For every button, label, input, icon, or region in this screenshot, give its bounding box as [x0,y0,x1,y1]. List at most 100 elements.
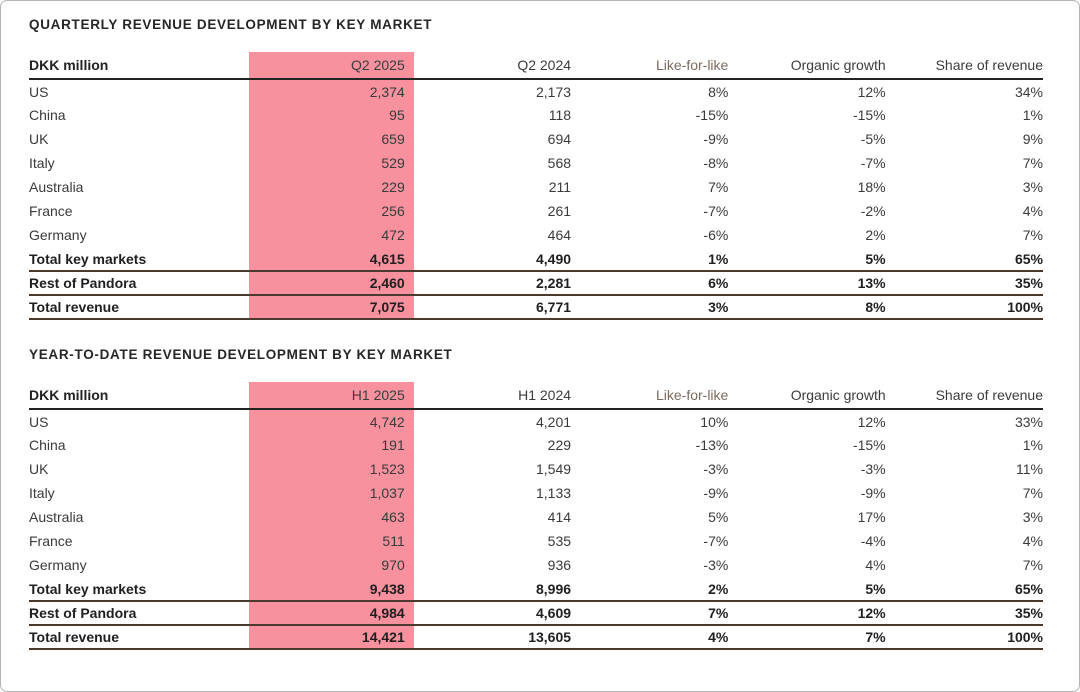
column-header: Like-for-like [571,52,729,80]
cell-value: 659 [249,127,414,151]
cell-value: 211 [548,179,572,195]
cell-value: 100% [885,625,1043,650]
cell-value: 1,549 [535,461,572,477]
cell-value: -3% [703,461,729,477]
cell-value: 4% [571,625,729,650]
market-label: Italy [29,485,55,501]
cell-value: 2,281 [413,271,572,296]
column-header: Share of revenue [885,382,1043,410]
market-label: Australia [29,179,84,195]
cell-value: 4,609 [413,601,572,626]
table-row: Italy 1,037 1,133 -9% -9% 7% [29,481,1043,505]
column-header: H1 2024 [413,382,572,410]
cell-value: 35% [885,271,1043,296]
cell-value: -4% [860,533,886,549]
market-label: France [29,533,73,549]
column-header: Organic growth [728,52,886,80]
cell-value: 7% [728,625,886,650]
cell-value: 9% [1022,131,1043,147]
cell-value: 2% [571,577,729,602]
market-label: Italy [29,155,55,171]
cell-value: 10% [700,413,729,430]
cell-value: 12% [857,83,886,100]
cell-value: 463 [249,505,414,529]
market-label: US [29,83,49,100]
cell-value: 970 [249,553,414,577]
cell-value: -3% [703,557,729,573]
cell-value: 95 [249,103,414,127]
cell-value: 100% [885,295,1043,320]
table-row: Total revenue 7,075 6,771 3% 8% 100% [29,295,1043,320]
market-label: China [29,107,66,123]
cell-value: -8% [703,155,729,171]
cell-value: 35% [885,601,1043,626]
ytd-table-title: YEAR-TO-DATE REVENUE DEVELOPMENT BY KEY … [29,347,453,362]
cell-value: -13% [695,437,729,453]
header-row: DKK million H1 2025 H1 2024 Like-for-like Or… [29,382,1043,410]
cell-value: -15% [695,107,729,123]
cell-value: 4,201 [535,413,572,430]
cell-value: 1,133 [535,485,572,501]
cell-value: 936 [547,557,572,573]
cell-value: 568 [547,155,572,171]
cell-value: -2% [860,203,886,219]
market-label: US [29,413,49,430]
table-row: Germany 472 464 -6% 2% 7% [29,223,1043,247]
table-row: France 511 535 -7% -4% 4% [29,529,1043,553]
cell-value: 4,615 [249,247,414,272]
cell-value: 1,523 [249,457,414,481]
cell-value: 694 [547,131,572,147]
cell-value: 1% [1022,437,1043,453]
table-row: Total key markets 9,438 8,996 2% 5% 65% [29,577,1043,602]
cell-value: 8% [728,295,886,320]
cell-value: 2% [865,227,886,243]
market-label: Germany [29,227,87,243]
market-label: China [29,437,66,453]
market-label: Total revenue [29,295,250,320]
table-header-row: DKK million Q2 2025 Q2 2024 Like-for-like Or… [29,52,1043,80]
cell-value: -15% [852,437,886,453]
cell-value: -9% [703,131,729,147]
market-label: Total key markets [29,577,250,602]
cell-value: 256 [249,199,414,223]
table-header-row: DKK million H1 2025 H1 2024 Like-for-like Or… [29,382,1043,410]
table-row: Australia 463 414 5% 17% 3% [29,505,1043,529]
column-header: Q2 2024 [413,52,572,80]
unit-column-header: DKK million [29,52,250,80]
cell-value: 2,173 [535,83,572,100]
cell-value: 8% [708,83,729,100]
cell-value: 17% [857,509,886,525]
cell-value: -9% [703,485,729,501]
cell-value: 472 [249,223,414,247]
quarterly-revenue-table: DKK million Q2 2025 Q2 2024 Like-for-like Or… [29,52,1043,320]
table-row: Rest of Pandora 2,460 2,281 6% 13% 35% [29,271,1043,296]
table-row: Australia 229 211 7% 18% 3% [29,175,1043,199]
table-row: UK 1,523 1,549 -3% -3% 11% [29,457,1043,481]
cell-value: 229 [249,175,414,199]
cell-value: 4,742 [249,409,414,433]
cell-value: 14,421 [249,625,414,650]
cell-value: 65% [885,247,1043,272]
table-row: Total revenue 14,421 13,605 4% 7% 100% [29,625,1043,650]
market-label: UK [29,131,49,147]
table-row: France 256 261 -7% -2% 4% [29,199,1043,223]
cell-value: 529 [249,151,414,175]
cell-value: 7% [1022,227,1043,243]
cell-value: 12% [728,601,886,626]
cell-value: 34% [1014,83,1043,100]
cell-value: 18% [857,179,886,195]
cell-value: 13% [728,271,886,296]
cell-value: 13,605 [413,625,572,650]
table-body: US 4,742 4,201 10% 12% 33% China 191 229 -13% -15%… [29,409,1043,650]
cell-value: 5% [708,509,729,525]
cell-value: 261 [547,203,572,219]
table-row: China 95 118 -15% -15% 1% [29,103,1043,127]
cell-value: 9,438 [249,577,414,602]
cell-value: -5% [860,131,886,147]
cell-value: 6,771 [413,295,572,320]
cell-value: 5% [728,577,886,602]
market-label: Total key markets [29,247,250,272]
cell-value: 3% [1022,509,1043,525]
cell-value: 229 [547,437,572,453]
